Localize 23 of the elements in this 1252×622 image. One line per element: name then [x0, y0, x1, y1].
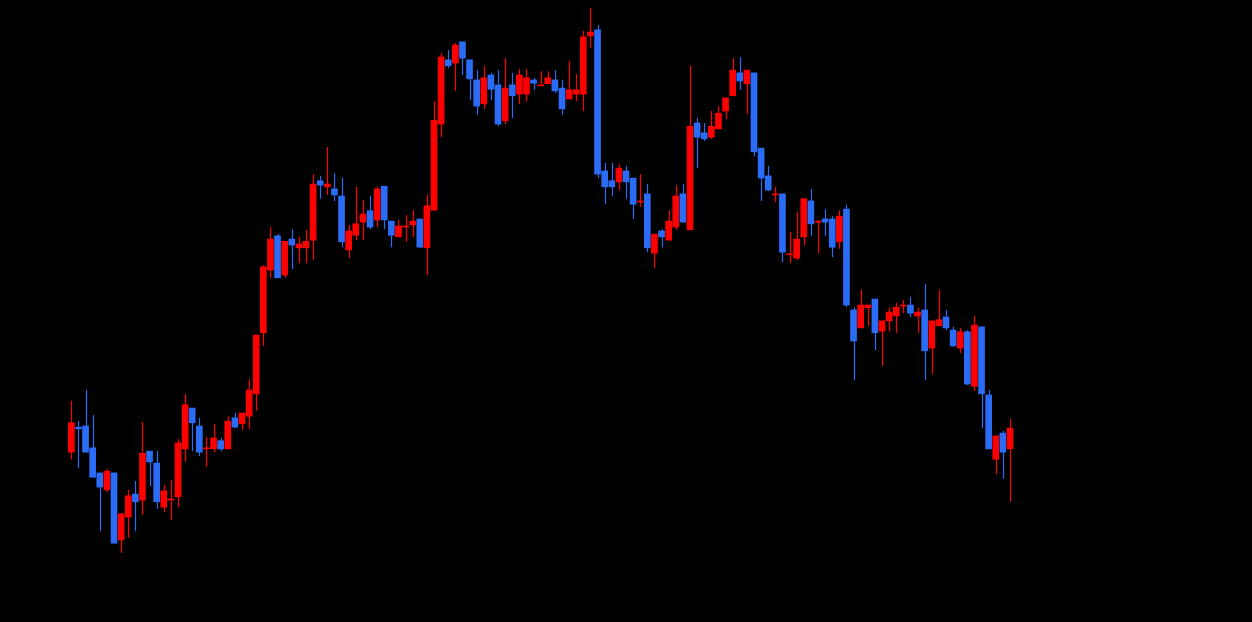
- candlestick: [907, 296, 914, 318]
- candlestick: [366, 195, 374, 230]
- candlestick: [331, 172, 338, 202]
- candlestick: [146, 450, 153, 487]
- candlestick: [999, 430, 1007, 480]
- candlestick: [508, 72, 516, 119]
- candlestick: [459, 41, 466, 76]
- candlestick: [651, 233, 658, 269]
- candlestick: [956, 327, 964, 354]
- candlestick: [359, 199, 367, 241]
- candlestick: [878, 320, 886, 367]
- candlestick: [316, 175, 324, 200]
- candlestick: [914, 307, 921, 334]
- candlestick: [132, 480, 139, 532]
- candlestick: [587, 7, 594, 49]
- candlestick: [409, 209, 416, 238]
- candlestick: [466, 59, 473, 101]
- candlestick: [288, 228, 296, 270]
- candlestick: [388, 220, 395, 248]
- candlestick: [324, 146, 331, 196]
- candlestick: [452, 42, 459, 92]
- candlestick: [188, 407, 196, 452]
- candlestick: [736, 56, 744, 91]
